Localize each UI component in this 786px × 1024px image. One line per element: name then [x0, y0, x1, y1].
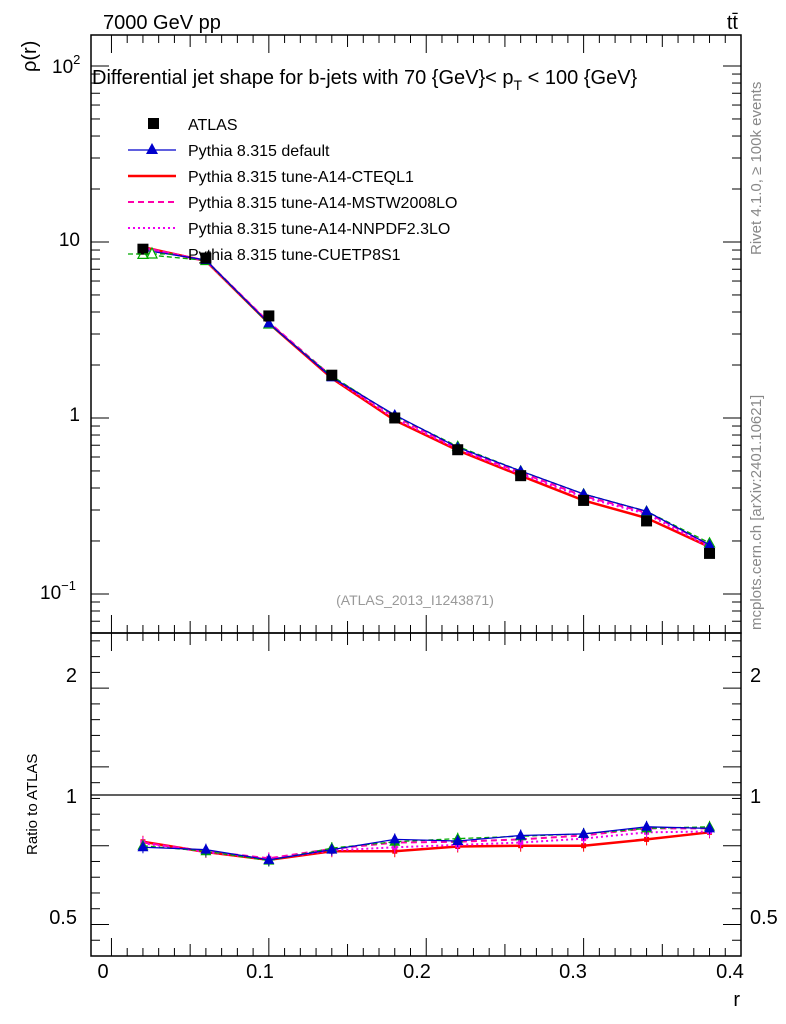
ratio-series-group — [137, 820, 716, 867]
ytick-label-0.1: 10−1 — [40, 578, 76, 604]
legend-label-cteql1: Pythia 8.315 tune-A14-CTEQL1 — [188, 169, 414, 186]
ratio-ytick-label-2-right: 2 — [750, 665, 761, 687]
ratio-point-default — [452, 834, 464, 845]
plot-title: Differential jet shape for b-jets with 7… — [92, 67, 638, 93]
ratio-ytick-label-2-left: 2 — [66, 665, 77, 687]
ratio-point-default — [389, 833, 401, 844]
main-point-atlas — [704, 547, 716, 559]
main-series-line-nnpdf — [142, 246, 710, 548]
xtick-label-0.1: 0.1 — [246, 961, 274, 983]
main-point-default — [263, 317, 275, 328]
xtick-label-0: 0 — [97, 961, 108, 983]
main-point-atlas — [263, 310, 275, 322]
ratio-point-default — [200, 843, 212, 854]
side-text-mcplots: mcplots.cern.ch [arXiv:2401.10621] — [748, 395, 765, 630]
ratio-y-ticks — [91, 640, 741, 941]
ratio-ytick-label-1-right: 1 — [750, 786, 761, 808]
ratio-point-default — [263, 853, 275, 864]
ratio-point-nnpdf — [518, 840, 524, 846]
ratio-point-default — [641, 820, 653, 831]
main-series-line-cteql1 — [142, 245, 711, 549]
main-point-atlas — [452, 444, 464, 456]
main-series-line-default — [142, 249, 710, 546]
ratio-point-cteql1 — [644, 836, 650, 842]
process-label: tt̄ — [727, 12, 739, 34]
ratio-ytick-label-0.5-right: 0.5 — [750, 907, 778, 929]
ratio-series-line-cteql1 — [142, 831, 710, 862]
xtick-label-0.4: 0.4 — [716, 961, 744, 983]
ratio-point-cteql1 — [581, 843, 587, 849]
ytick-label-1: 1 — [69, 405, 80, 426]
legend-label-atlas: ATLAS — [188, 117, 238, 134]
ytick-label-10: 10 — [59, 230, 80, 251]
main-point-default — [704, 538, 716, 549]
main-series-group — [136, 243, 716, 559]
ratio-y-label: Ratio to ATLAS — [24, 754, 41, 855]
ratio-ytick-label-1-left: 1 — [66, 786, 77, 808]
main-series-line-cuetp8s1 — [142, 253, 710, 544]
legend-label-mstw: Pythia 8.315 tune-A14-MSTW2008LO — [188, 195, 457, 212]
ratio-point-default — [578, 827, 590, 838]
ratio-point-default — [515, 829, 527, 840]
legend-marker-atlas — [148, 118, 159, 129]
xtick-label-0.2: 0.2 — [403, 961, 431, 983]
ratio-series-line-cuetp8s1 — [142, 826, 710, 862]
main-point-atlas — [137, 243, 149, 255]
ratio-point-default — [704, 822, 716, 833]
ratio-ytick-label-0.5-left: 0.5 — [49, 907, 77, 929]
ratio-point-default — [326, 843, 338, 854]
main-point-atlas — [641, 515, 653, 527]
legend-marker-cuetp8s1 — [146, 246, 158, 259]
legend-label-cuetp8s1: Pythia 8.315 tune-CUETP8S1 — [188, 247, 401, 264]
legend: ATLAS Pythia 8.315 default Pythia 8.315 … — [128, 117, 457, 264]
main-point-atlas — [515, 470, 527, 482]
x-axis-label: r — [733, 989, 740, 1011]
legend-label-default: Pythia 8.315 default — [188, 143, 330, 160]
main-point-atlas — [200, 252, 212, 264]
main-point-atlas — [578, 494, 590, 506]
ratio-point-default — [137, 841, 149, 852]
legend-label-nnpdf: Pythia 8.315 tune-A14-NNPDF2.3LO — [188, 221, 450, 238]
side-text-rivet: Rivet 4.1.0, ≥ 100k events — [748, 82, 765, 255]
legend-marker-default — [146, 143, 158, 154]
ratio-series-line-default — [142, 826, 710, 861]
main-y-label: ρ(r) — [19, 41, 41, 72]
xtick-label-0.3: 0.3 — [559, 961, 587, 983]
main-y-ticks — [91, 65, 741, 634]
main-point-atlas — [326, 369, 338, 381]
energy-label: 7000 GeV pp — [103, 12, 221, 34]
x-ticks — [110, 35, 742, 956]
main-series-line-mstw — [142, 246, 710, 546]
main-point-atlas — [389, 412, 401, 424]
ytick-label-100: 102 — [52, 52, 80, 78]
ratio-series-line-nnpdf — [142, 830, 710, 861]
main-point-default — [641, 505, 653, 516]
analysis-id: (ATLAS_2013_I1243871) — [336, 592, 494, 608]
